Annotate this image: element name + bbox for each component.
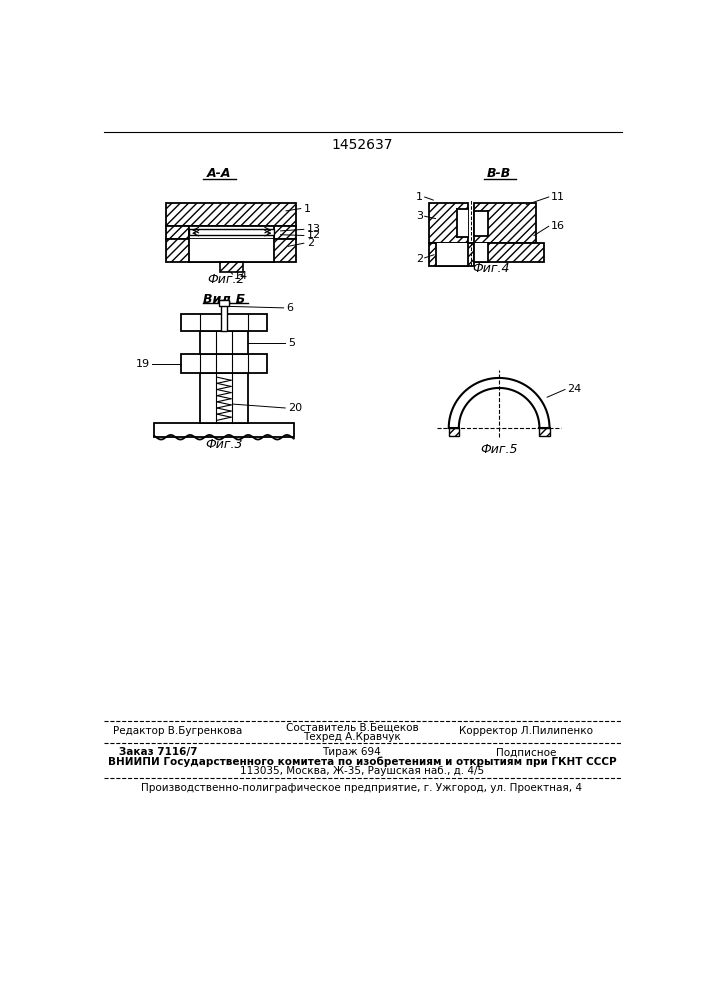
Bar xyxy=(154,423,293,437)
Text: 1452637: 1452637 xyxy=(331,138,392,152)
Text: 6: 6 xyxy=(286,303,293,313)
Bar xyxy=(189,229,274,235)
Text: Редактор В.Бугренкова: Редактор В.Бугренкова xyxy=(113,726,242,736)
Text: 20: 20 xyxy=(288,403,303,413)
Text: Заказ 7116/7: Заказ 7116/7 xyxy=(119,747,197,757)
Bar xyxy=(470,243,544,262)
Text: Фиг.3: Фиг.3 xyxy=(205,438,243,451)
Bar xyxy=(166,226,189,239)
Text: 2: 2 xyxy=(416,254,423,264)
Bar xyxy=(220,262,243,272)
Bar xyxy=(539,428,549,436)
Text: 12: 12 xyxy=(307,231,321,240)
Text: Фиг.4: Фиг.4 xyxy=(472,262,510,275)
Text: Тираж 694: Тираж 694 xyxy=(322,747,381,757)
Text: 1: 1 xyxy=(416,192,423,202)
Bar xyxy=(474,243,489,262)
Bar xyxy=(189,226,274,239)
Text: 14: 14 xyxy=(234,271,248,281)
Bar xyxy=(436,243,468,266)
Text: Корректор Л.Пилипенко: Корректор Л.Пилипенко xyxy=(460,726,593,736)
Bar xyxy=(200,373,248,423)
Text: 16: 16 xyxy=(551,221,565,231)
Text: 5: 5 xyxy=(288,338,296,348)
Text: Вид Б: Вид Б xyxy=(203,292,245,305)
Text: 113035, Москва, Ж-35, Раушская наб., д. 4/5: 113035, Москва, Ж-35, Раушская наб., д. … xyxy=(240,766,484,776)
Bar xyxy=(182,314,267,331)
Bar xyxy=(429,243,474,266)
Text: 11: 11 xyxy=(551,192,565,202)
Bar xyxy=(274,226,296,239)
Text: Фиг.5: Фиг.5 xyxy=(480,443,518,456)
Text: Составитель В.Бещеков: Составитель В.Бещеков xyxy=(286,723,419,733)
Bar xyxy=(449,428,459,436)
Bar xyxy=(457,209,468,237)
Text: 24: 24 xyxy=(567,384,582,394)
Bar xyxy=(474,211,489,235)
Text: ВНИИПИ Государственного комитета по изобретениям и открытиям при ГКНТ СССР: ВНИИПИ Государственного комитета по изоб… xyxy=(107,757,617,767)
Text: 3: 3 xyxy=(416,211,423,221)
Bar xyxy=(166,203,296,226)
Text: Техред А.Кравчук: Техред А.Кравчук xyxy=(303,732,401,742)
Text: 1: 1 xyxy=(304,204,311,214)
Bar xyxy=(218,300,230,306)
Text: В-В: В-В xyxy=(487,167,511,180)
Text: А-А: А-А xyxy=(206,167,230,180)
Bar xyxy=(474,203,537,243)
Bar xyxy=(200,331,248,354)
Text: Подписное: Подписное xyxy=(496,747,556,757)
Text: 19: 19 xyxy=(136,359,151,369)
Bar xyxy=(429,203,468,243)
Text: Производственно-полиграфическое предприятие, г. Ужгород, ул. Проектная, 4: Производственно-полиграфическое предприя… xyxy=(141,783,583,793)
Text: Фиг.2: Фиг.2 xyxy=(208,273,245,286)
Bar xyxy=(182,354,267,373)
Bar xyxy=(166,239,296,262)
Bar xyxy=(221,300,227,331)
Bar xyxy=(189,239,274,262)
Text: 13: 13 xyxy=(307,224,321,234)
Text: 2: 2 xyxy=(307,238,314,248)
